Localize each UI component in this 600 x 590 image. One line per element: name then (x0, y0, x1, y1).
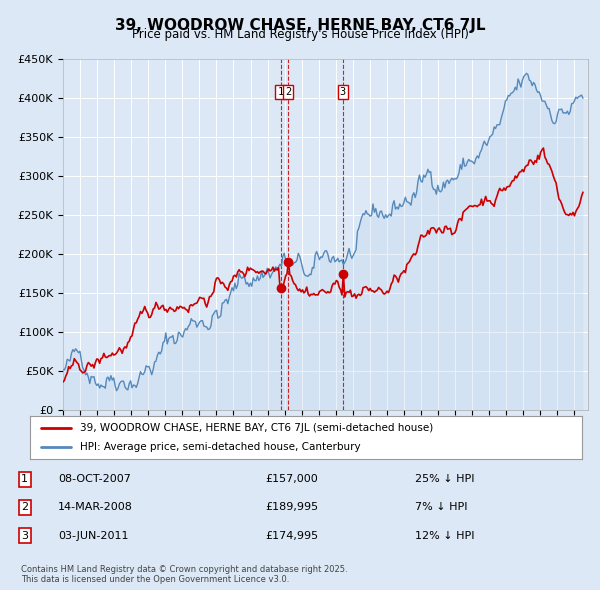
Text: 1: 1 (21, 474, 28, 484)
Text: 08-OCT-2007: 08-OCT-2007 (58, 474, 131, 484)
Text: 7% ↓ HPI: 7% ↓ HPI (415, 503, 468, 512)
Text: 2: 2 (21, 503, 28, 512)
Text: £157,000: £157,000 (265, 474, 318, 484)
Text: £189,995: £189,995 (265, 503, 319, 512)
Text: 3: 3 (21, 531, 28, 540)
Text: 14-MAR-2008: 14-MAR-2008 (58, 503, 133, 512)
Text: 1: 1 (278, 87, 284, 97)
Text: 25% ↓ HPI: 25% ↓ HPI (415, 474, 475, 484)
Text: 39, WOODROW CHASE, HERNE BAY, CT6 7JL: 39, WOODROW CHASE, HERNE BAY, CT6 7JL (115, 18, 485, 32)
Text: This data is licensed under the Open Government Licence v3.0.: This data is licensed under the Open Gov… (21, 575, 289, 584)
Text: Price paid vs. HM Land Registry's House Price Index (HPI): Price paid vs. HM Land Registry's House … (131, 28, 469, 41)
Text: 2: 2 (285, 87, 291, 97)
Text: 03-JUN-2011: 03-JUN-2011 (58, 531, 128, 540)
Text: 12% ↓ HPI: 12% ↓ HPI (415, 531, 475, 540)
Text: HPI: Average price, semi-detached house, Canterbury: HPI: Average price, semi-detached house,… (80, 442, 361, 453)
Text: 39, WOODROW CHASE, HERNE BAY, CT6 7JL (semi-detached house): 39, WOODROW CHASE, HERNE BAY, CT6 7JL (s… (80, 422, 433, 432)
Text: £174,995: £174,995 (265, 531, 319, 540)
Text: Contains HM Land Registry data © Crown copyright and database right 2025.: Contains HM Land Registry data © Crown c… (21, 565, 347, 574)
Text: 3: 3 (340, 87, 346, 97)
